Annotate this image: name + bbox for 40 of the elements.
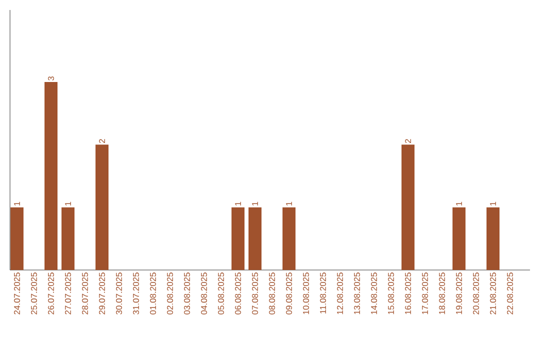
- x-tick-label: 19.08.2025: [456, 272, 462, 314]
- x-tick-label: 17.08.2025: [422, 272, 428, 314]
- x-tick-label: 26.07.2025: [48, 272, 54, 314]
- data-label: 2: [405, 139, 411, 144]
- x-tick-label: 02.08.2025: [167, 272, 174, 314]
- x-tick-label: 27.07.2025: [65, 272, 72, 314]
- data-label: 1: [490, 202, 496, 206]
- data-label: 2: [99, 139, 105, 144]
- data-label: 1: [65, 202, 71, 206]
- x-tick-label: 13.08.2025: [354, 272, 360, 314]
- data-label: 3: [48, 76, 54, 80]
- x-tick-label: 12.08.2025: [337, 272, 344, 314]
- x-tick-label: 28.07.2025: [82, 272, 88, 314]
- x-tick-label: 31.07.2025: [133, 272, 140, 314]
- x-tick-label: 21.08.2025: [490, 272, 496, 314]
- x-tick-label: 16.08.2025: [405, 272, 412, 314]
- data-label: 1: [252, 202, 258, 206]
- data-label: 1: [235, 202, 241, 206]
- data-label: 1: [456, 202, 462, 206]
- x-tick-label: 03.08.2025: [184, 272, 190, 314]
- data-label: 1: [286, 202, 292, 206]
- data-label: 1: [14, 202, 20, 206]
- x-tick-label: 04.08.2025: [201, 272, 208, 314]
- x-tick-label: 10.08.2025: [303, 272, 310, 314]
- x-tick-label: 07.08.2025: [252, 272, 258, 314]
- x-tick-label: 09.08.2025: [286, 272, 292, 314]
- x-tick-label: 25.07.2025: [31, 272, 38, 314]
- x-tick-label: 20.08.2025: [473, 272, 480, 314]
- x-tick-label: 18.08.2025: [439, 272, 446, 314]
- x-tick-label: 29.07.2025: [99, 272, 106, 314]
- x-tick-label: 15.08.2025: [388, 272, 394, 314]
- x-tick-label: 01.08.2025: [150, 272, 156, 314]
- x-tick-label: 14.08.2025: [371, 272, 378, 314]
- x-tick-label: 30.07.2025: [116, 272, 122, 314]
- x-tick-label: 06.08.2025: [235, 272, 242, 314]
- x-tick-label: 08.08.2025: [269, 272, 276, 314]
- x-tick-label: 22.08.2025: [507, 272, 514, 314]
- x-tick-label: 24.07.2025: [14, 272, 20, 314]
- x-tick-label: 11.08.2025: [320, 272, 326, 314]
- x-tick-label: 05.08.2025: [218, 272, 224, 314]
